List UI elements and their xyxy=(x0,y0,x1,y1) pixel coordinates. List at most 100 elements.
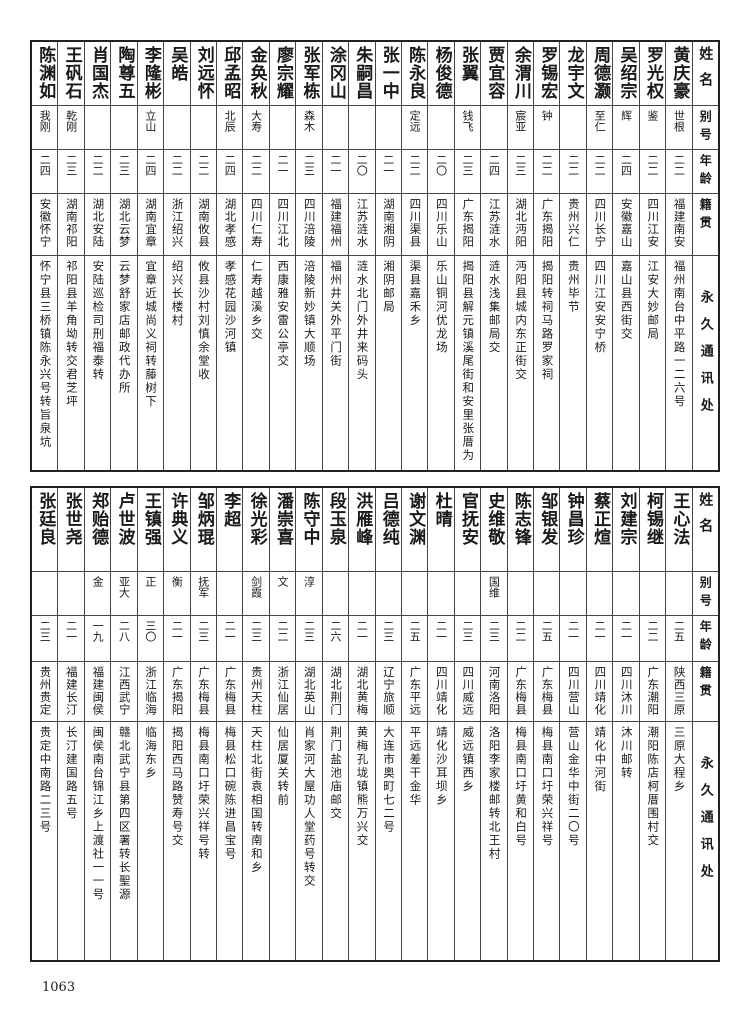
name-text: 张翼 xyxy=(457,46,478,82)
age-cell: 二四 xyxy=(613,150,639,194)
address-text: 揭阳西马路赞寿号交 xyxy=(170,726,185,848)
alias-cell xyxy=(216,572,243,616)
age-cell: 二一 xyxy=(269,150,296,194)
person-column: 史维敬 国维 二三 河南洛阳 洛阳李家楼邮转北王村 xyxy=(480,488,507,960)
age-text: 二三 xyxy=(38,620,52,642)
hometown-cell: 湖北云梦 xyxy=(111,194,137,256)
hometown-text: 四川威远 xyxy=(461,666,476,716)
hometown-cell: 浙江绍兴 xyxy=(164,194,190,256)
alias-cell: 至仁 xyxy=(586,106,613,150)
address-cell: 孝感花园沙河镇 xyxy=(217,256,242,470)
alias-cell: 剑霞 xyxy=(243,572,269,616)
person-column: 张翼 钱飞 二三 广东揭阳 揭阳县解元镇溪尾街和安里张厝为 xyxy=(453,42,481,470)
alias-cell: 大寿 xyxy=(243,106,269,150)
alias-text: 国维 xyxy=(487,576,501,598)
address-text: 营山金华中街二〇号 xyxy=(566,726,581,848)
roster-table-top: 姓名 别号 年龄 籍贯 永久通讯处 黄庆豪 世根 二二 福建南安 福州南台中平路一二六号 罗光权鉴二… xyxy=(30,40,720,472)
alias-cell: 正 xyxy=(137,572,164,616)
alias-cell xyxy=(560,572,586,616)
address-text: 仁寿越溪乡交 xyxy=(249,260,264,341)
address-text: 荆门盐池庙邮交 xyxy=(329,726,344,821)
name-cell: 邹炳琨 xyxy=(190,488,216,572)
alias-text: 亚大 xyxy=(117,576,131,598)
age-cell: 二二 xyxy=(639,616,666,662)
hometown-text: 湖北孝感 xyxy=(223,198,238,248)
address-text: 洛阳李家楼邮转北王村 xyxy=(487,726,502,861)
age-text: 二〇 xyxy=(355,154,369,176)
name-text: 涂冈山 xyxy=(325,46,346,100)
alias-cell xyxy=(58,572,84,616)
name-cell: 许典义 xyxy=(164,488,190,572)
age-cell: 二四 xyxy=(216,150,243,194)
hometown-cell: 广东揭阳 xyxy=(454,194,481,256)
address-text: 福州井关外平门街 xyxy=(329,260,344,368)
address-text: 永久通讯处 xyxy=(697,290,713,425)
name-text: 张军栋 xyxy=(299,46,320,100)
name-cell: 柯锡继 xyxy=(639,488,666,572)
person-column: 王镇强正三〇 浙江临海 临海东乡 xyxy=(136,488,164,960)
age-cell: 二二 xyxy=(560,150,586,194)
age-cell: 二一 xyxy=(349,616,375,662)
address-cell: 荆门盐池庙邮交 xyxy=(323,722,348,960)
name-text: 刘建宗 xyxy=(616,492,637,546)
address-cell: 揭阳转祠马路罗家祠 xyxy=(534,256,559,470)
name-text: 廖宗耀 xyxy=(273,46,294,100)
name-cell: 陈永良 xyxy=(401,42,428,106)
address-cell: 涪陵新妙镇大顺场 xyxy=(296,256,321,470)
hometown-cell: 安徽怀宁 xyxy=(32,194,58,256)
address-text: 梅县南口圩荣兴祥号 xyxy=(540,726,555,848)
address-cell: 梅县南口圩荣兴祥号转 xyxy=(191,722,216,960)
address-cell: 福州南台中平路一二六号 xyxy=(666,256,691,470)
name-cell: 李隆彬 xyxy=(137,42,164,106)
alias-text: 定远 xyxy=(408,110,422,132)
person-column: 周德灏 至仁 二二 四川长宁 四川江安安宁桥 xyxy=(585,42,613,470)
hometown-cell: 四川江北 xyxy=(269,194,296,256)
hometown-cell: 四川江安 xyxy=(639,194,666,256)
hometown-cell: 四川营山 xyxy=(560,662,586,722)
address-cell: 祁阳县羊角坳转交君芝坪 xyxy=(58,256,83,470)
person-column: 张世尧 二一 福建长汀 长汀建国路五号 xyxy=(57,488,84,960)
address-text: 三原大程乡 xyxy=(672,726,687,794)
name-text: 陈永良 xyxy=(405,46,426,100)
hometown-cell: 籍贯 xyxy=(692,662,718,722)
age-text: 二三 xyxy=(487,620,501,642)
hometown-cell: 四川仁寿 xyxy=(243,194,269,256)
alias-cell xyxy=(164,106,190,150)
alias-cell: 宸亚 xyxy=(507,106,534,150)
person-column: 吴皓 二二 浙江绍兴 绍兴长楼村 xyxy=(163,42,190,470)
age-cell: 二三 xyxy=(32,616,58,662)
person-column: 余渭川 宸亚 二三 湖北沔阳 沔阳县城内东正街交 xyxy=(506,42,534,470)
hometown-text: 四川涪陵 xyxy=(302,198,317,248)
name-text: 谢文渊 xyxy=(405,492,426,546)
hometown-text: 贵州兴仁 xyxy=(566,198,581,248)
hometown-cell: 广东梅县 xyxy=(507,662,534,722)
age-cell: 二三 xyxy=(243,616,269,662)
address-text: 涟水北门外井来码头 xyxy=(355,260,370,382)
name-text: 郑贻德 xyxy=(88,492,109,546)
name-cell: 贾宜容 xyxy=(481,42,507,106)
address-cell: 梅县南口圩荣兴祥号 xyxy=(534,722,559,960)
hometown-text: 安徽嘉山 xyxy=(619,198,634,248)
name-cell: 吴绍宗 xyxy=(613,42,639,106)
address-cell: 西康雅安雷公亭交 xyxy=(270,256,295,470)
hometown-text: 广东梅县 xyxy=(514,666,529,716)
age-text: 二三 xyxy=(196,620,210,642)
person-column: 邱孟昭 北辰 二四 湖北孝感 孝感花园沙河镇 xyxy=(215,42,243,470)
address-text: 潮阳陈店柯厝围村交 xyxy=(646,726,661,848)
hometown-cell: 福建闽侯 xyxy=(84,662,111,722)
name-cell: 李超 xyxy=(216,488,243,572)
name-cell: 徐光彩 xyxy=(243,488,269,572)
hometown-text: 湖北英山 xyxy=(302,666,317,716)
name-text: 李超 xyxy=(220,492,241,528)
address-cell: 云梦舒家店邮政代办所 xyxy=(111,256,136,470)
address-text: 涪陵新妙镇大顺场 xyxy=(302,260,317,368)
hometown-cell: 湖南攸县 xyxy=(190,194,216,256)
roster-table-bottom: 姓名 别号 年龄 籍贯 永久通讯处 王心法 二五 陕西三原 三原大程乡 柯锡继 二二 广东潮阳 潮阳陈店… xyxy=(30,486,720,962)
age-cell: 二三 xyxy=(454,150,481,194)
age-text: 二二 xyxy=(593,154,607,176)
alias-cell xyxy=(481,106,507,150)
address-cell: 仙居厦关转前 xyxy=(270,722,295,960)
name-text: 许典义 xyxy=(167,492,188,546)
age-cell: 二一 xyxy=(375,150,401,194)
hometown-cell: 湖北黄梅 xyxy=(349,662,375,722)
